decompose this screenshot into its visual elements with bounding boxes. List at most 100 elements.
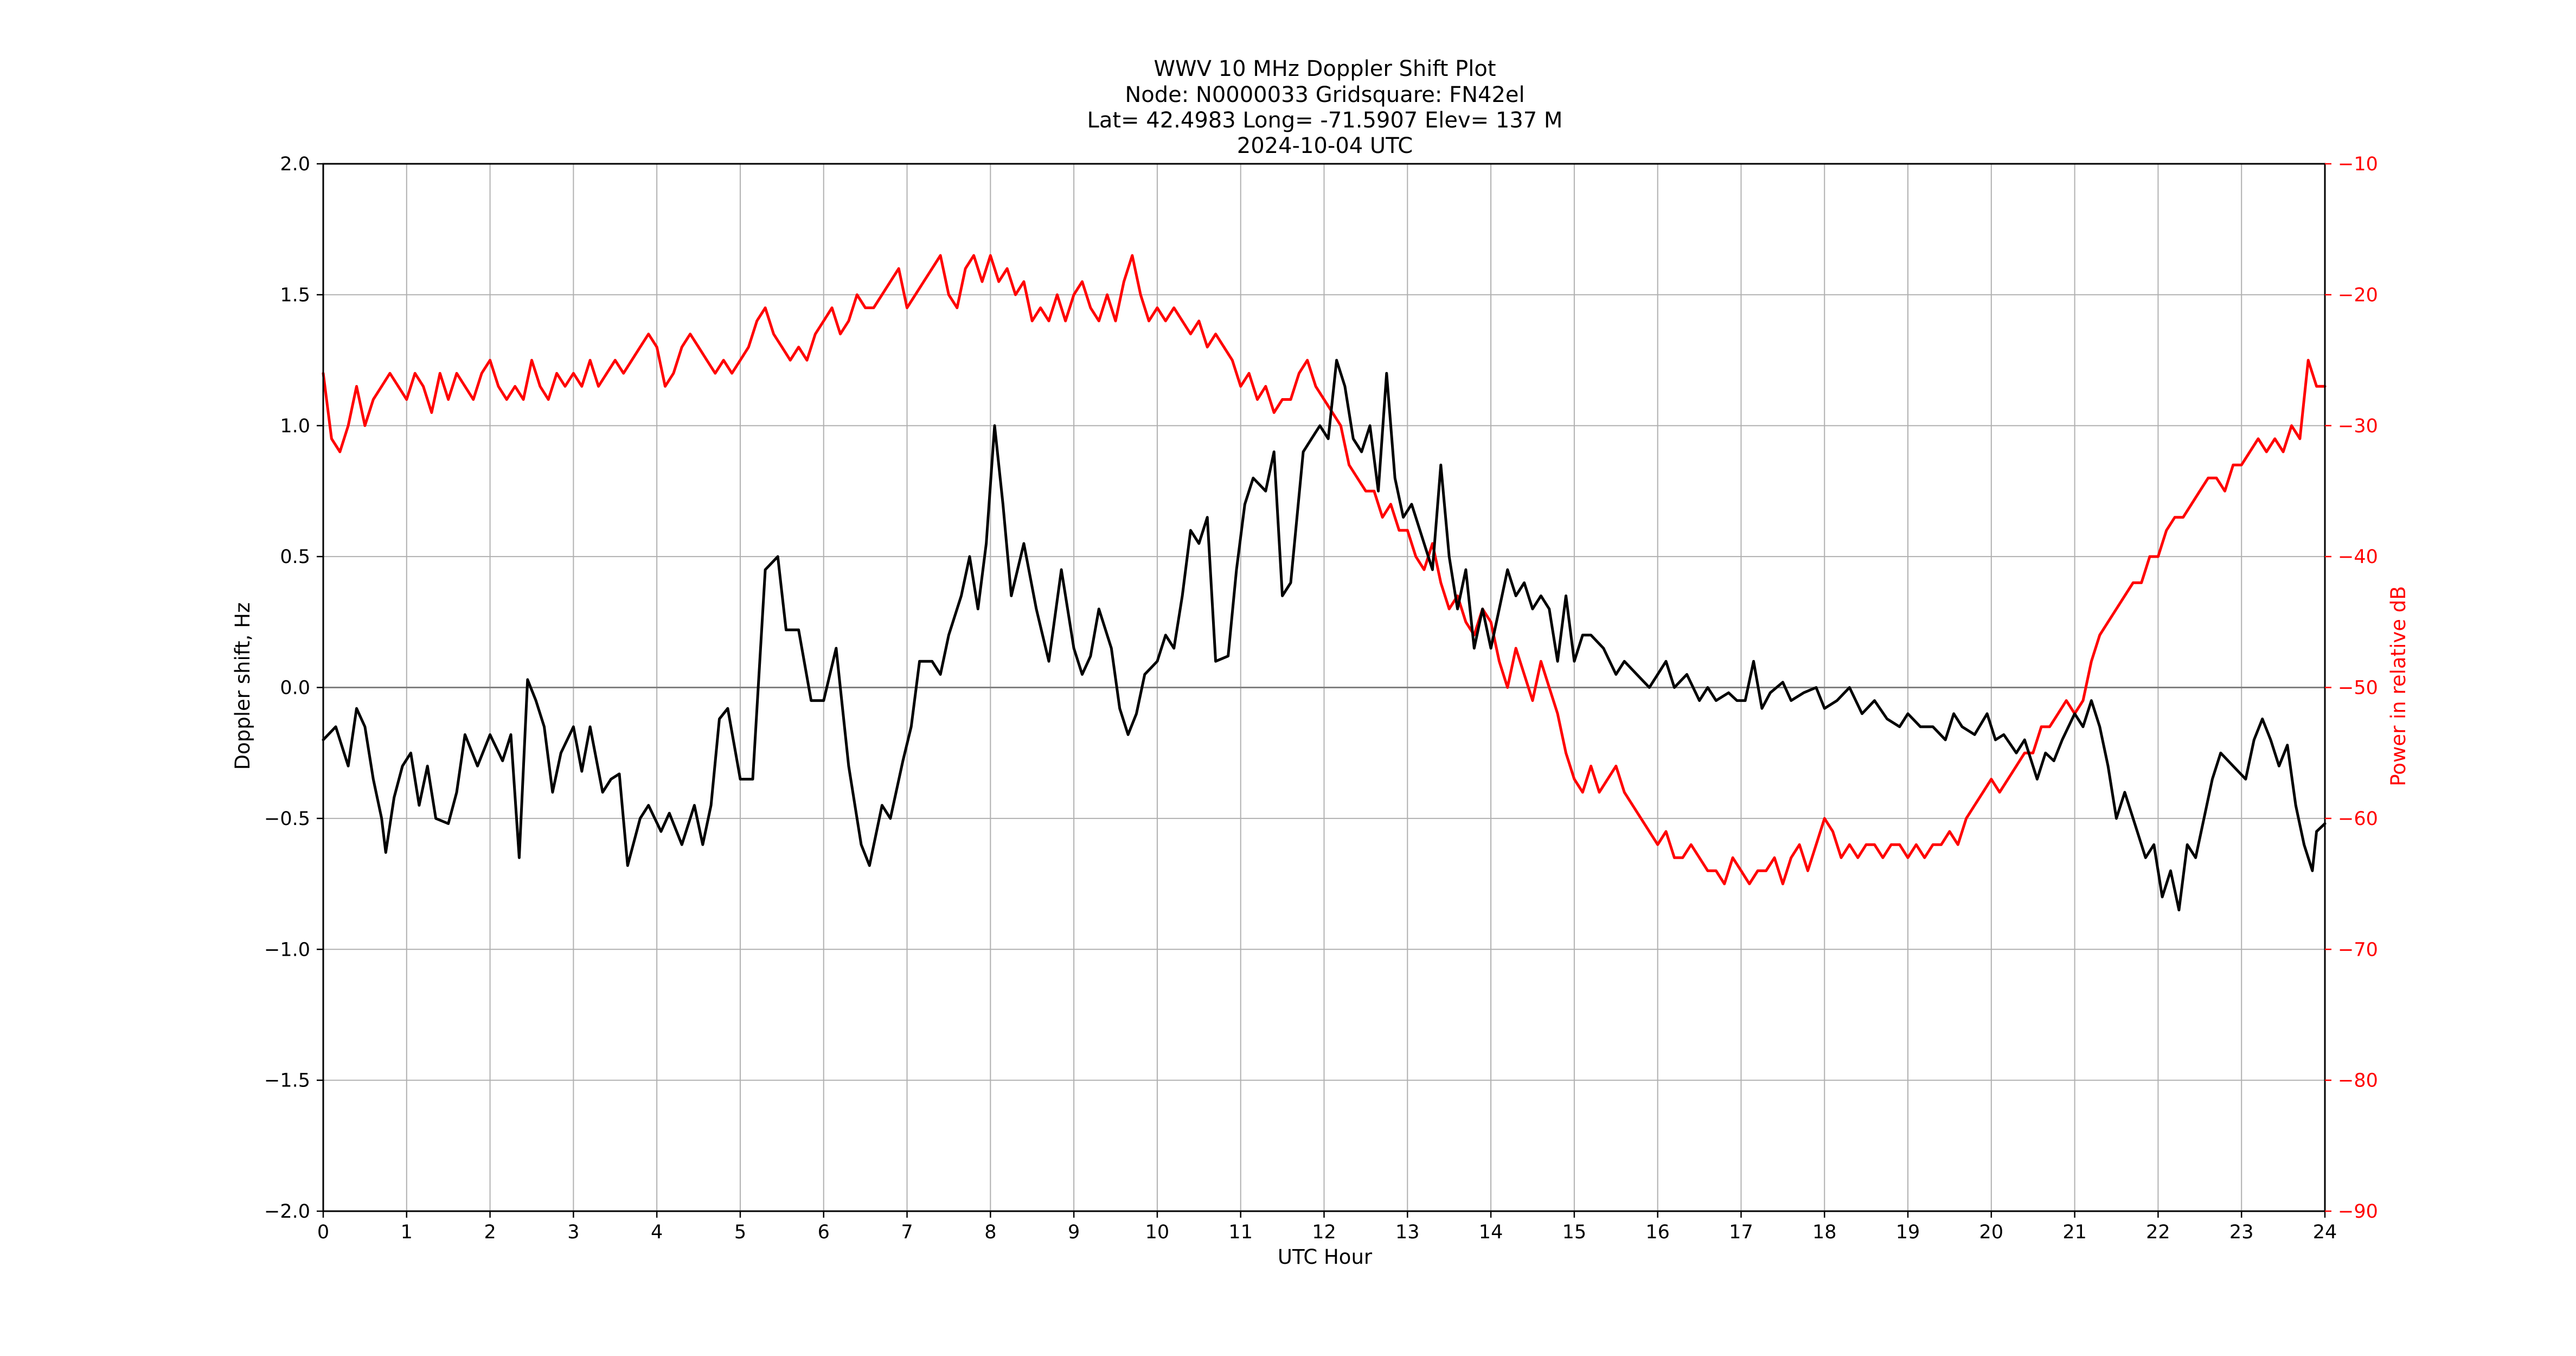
x-tick-label: 3 [567,1221,579,1243]
x-tick-label: 15 [1562,1221,1587,1243]
x-tick: 14 [1479,1211,1503,1243]
x-tick: 13 [1395,1211,1420,1243]
x-tick-label: 19 [1896,1221,1920,1243]
x-axis-ticks: 0 1 2 3 4 5 6 7 8 9 10 11 12 13 14 15 16 17 18 19 20 21 22 23 24 [317,1211,2337,1243]
x-tick-label: 0 [317,1221,329,1243]
y2-tick-label: −10 [2338,153,2378,175]
x-tick: 8 [984,1211,996,1243]
y2-tick: −50 [2325,677,2378,699]
y-tick: −1.0 [264,939,323,961]
y-tick-label: −1.5 [264,1070,310,1092]
y-tick: 1.0 [280,415,323,437]
x-tick: 23 [2229,1211,2254,1243]
x-tick: 4 [651,1211,663,1243]
x-tick-label: 14 [1479,1221,1503,1243]
y-tick-label: 1.5 [280,284,310,306]
x-tick: 12 [1312,1211,1336,1243]
y-tick-label: 2.0 [280,153,310,175]
x-tick: 3 [567,1211,580,1243]
y-tick-label: −2.0 [264,1201,310,1223]
chart-title: WWV 10 MHz Doppler Shift Plot Node: N000… [1087,56,1563,158]
x-tick-label: 24 [2313,1221,2337,1243]
x-tick: 16 [1645,1211,1670,1243]
y2-tick: −10 [2325,153,2378,175]
x-tick-label: 11 [1228,1221,1253,1243]
x-tick-label: 1 [401,1221,413,1243]
title-line-4: 2024-10-04 UTC [1237,133,1413,158]
y2-tick-label: −70 [2338,939,2378,961]
doppler-series-line [322,359,2327,912]
x-tick-label: 6 [818,1221,830,1243]
x-tick-label: 10 [1145,1221,1170,1243]
power-series-line [322,254,2327,886]
y2-tick: −70 [2325,939,2378,961]
y2-tick-label: −90 [2338,1201,2378,1223]
y2-tick-label: −60 [2338,808,2378,830]
x-tick: 24 [2313,1211,2337,1243]
y2-tick: −60 [2325,808,2378,830]
y-tick-label: 1.0 [280,415,310,437]
y2-tick-label: −40 [2338,546,2378,568]
x-tick: 10 [1145,1211,1170,1243]
x-tick-label: 12 [1312,1221,1336,1243]
x-tick: 0 [317,1211,329,1243]
x-tick-label: 13 [1395,1221,1420,1243]
x-tick: 11 [1228,1211,1253,1243]
y-tick: −0.5 [264,808,323,830]
x-tick-label: 23 [2229,1221,2254,1243]
y-tick-label: 0.0 [280,677,310,699]
x-tick: 2 [484,1211,496,1243]
x-tick-label: 21 [2062,1221,2087,1243]
y2-tick-label: −30 [2338,415,2378,437]
x-tick-label: 8 [984,1221,996,1243]
plot-series [322,254,2327,912]
title-line-3: Lat= 42.4983 Long= -71.5907 Elev= 137 M [1087,108,1563,133]
x-tick-label: 16 [1645,1221,1670,1243]
x-tick-label: 17 [1729,1221,1753,1243]
x-tick-label: 18 [1812,1221,1837,1243]
x-tick: 17 [1729,1211,1753,1243]
y2-tick: −20 [2325,284,2378,306]
y-axis-ticks: −2.0 −1.5 −1.0 −0.5 0.0 0.5 1.0 1.5 2.0 [264,153,323,1223]
y-tick: −1.5 [264,1070,323,1092]
x-tick: 9 [1068,1211,1080,1243]
y-tick-label: −0.5 [264,808,310,830]
y-tick: −2.0 [264,1201,323,1223]
y-tick: 0.0 [280,677,323,699]
x-tick-label: 2 [484,1221,496,1243]
x-tick: 21 [2062,1211,2087,1243]
y-axis-label: Doppler shift, Hz [231,603,254,770]
title-line-2: Node: N0000033 Gridsquare: FN42el [1125,82,1524,107]
x-tick: 1 [401,1211,413,1243]
x-tick: 6 [818,1211,830,1243]
x-axis-label: UTC Hour [1278,1245,1373,1269]
y-tick: 0.5 [280,546,323,568]
y2-tick: −90 [2325,1201,2378,1223]
title-line-1: WWV 10 MHz Doppler Shift Plot [1154,56,1496,81]
y-tick: 1.5 [280,284,323,306]
x-tick: 5 [734,1211,746,1243]
x-tick: 18 [1812,1211,1837,1243]
y2-axis-label: Power in relative dB [2387,586,2410,786]
x-tick-label: 5 [734,1221,746,1243]
x-tick: 19 [1896,1211,1920,1243]
y-tick-label: 0.5 [280,546,310,568]
x-tick-label: 4 [651,1221,663,1243]
x-tick-label: 7 [901,1221,913,1243]
y2-tick: −40 [2325,546,2378,568]
y-tick: 2.0 [280,153,323,175]
x-tick: 20 [1979,1211,2003,1243]
x-tick-label: 9 [1068,1221,1080,1243]
y2-tick-label: −20 [2338,284,2378,306]
y2-tick: −30 [2325,415,2378,437]
x-tick: 22 [2146,1211,2170,1243]
y2-axis-ticks: −90 −80 −70 −60 −50 −40 −30 −20 −10 [2325,153,2378,1223]
y2-tick-label: −50 [2338,677,2378,699]
y2-tick-label: −80 [2338,1070,2378,1092]
y2-tick: −80 [2325,1070,2378,1092]
y-tick-label: −1.0 [264,939,310,961]
x-tick: 7 [901,1211,913,1243]
x-tick-label: 22 [2146,1221,2170,1243]
